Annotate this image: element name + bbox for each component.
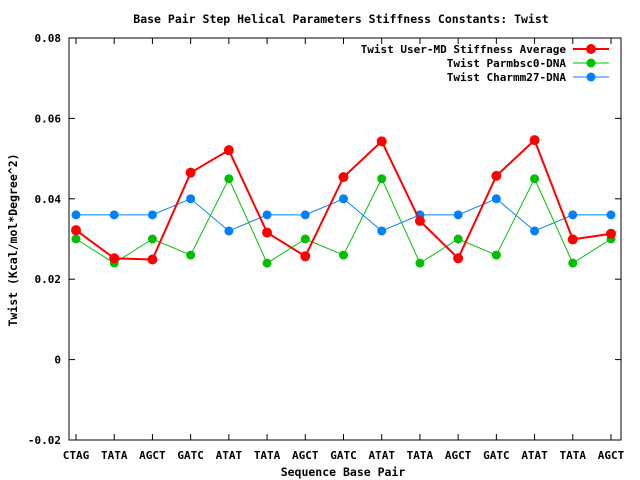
y-tick-label: 0.04 bbox=[35, 193, 62, 206]
x-axis-ticks: CTAG TATA AGCT GATC ATAT TATA AGCT GATC ATAT TATA… bbox=[63, 38, 625, 462]
x-tick-label: AGCT bbox=[139, 449, 166, 462]
data-point bbox=[300, 251, 311, 262]
data-point bbox=[530, 174, 540, 184]
data-point bbox=[606, 210, 616, 220]
legend-item: Twist Parmbsc0-DNA bbox=[447, 57, 609, 70]
data-point bbox=[567, 234, 578, 245]
data-point bbox=[453, 253, 464, 264]
data-point bbox=[224, 174, 234, 184]
series-1 bbox=[71, 135, 616, 265]
x-tick-label: GATC bbox=[483, 449, 510, 462]
data-point bbox=[300, 210, 310, 220]
series-layer bbox=[71, 135, 616, 268]
data-point bbox=[606, 228, 616, 239]
y-tick-label: 0 bbox=[54, 354, 61, 367]
series-3 bbox=[71, 194, 616, 236]
x-tick-label: TATA bbox=[407, 449, 434, 462]
x-tick-label: ATAT bbox=[521, 449, 548, 462]
data-point bbox=[530, 226, 540, 236]
legend-label: Twist Charmm27-DNA bbox=[447, 71, 567, 84]
data-point bbox=[491, 194, 501, 204]
data-point bbox=[339, 250, 348, 260]
data-point bbox=[491, 170, 502, 181]
legend-label: Twist Parmbsc0-DNA bbox=[447, 57, 567, 70]
y-tick-label: 0.08 bbox=[35, 32, 62, 45]
chart-title: Base Pair Step Helical Parameters Stiffn… bbox=[133, 12, 548, 26]
x-tick-label: CTAG bbox=[63, 449, 90, 462]
legend-item: Twist Charmm27-DNA bbox=[447, 71, 609, 84]
plot-border bbox=[68, 37, 622, 441]
y-tick-label: 0.02 bbox=[35, 273, 62, 286]
data-point bbox=[377, 174, 387, 184]
data-point bbox=[339, 194, 348, 204]
y-axis-label: Twist (Kcal/mol*Degree^2) bbox=[6, 153, 20, 326]
x-axis-label: Sequence Base Pair bbox=[281, 465, 406, 479]
data-point bbox=[109, 253, 120, 264]
data-point bbox=[71, 210, 81, 220]
x-tick-label: TATA bbox=[101, 449, 128, 462]
data-point bbox=[185, 167, 196, 178]
series-2 bbox=[71, 174, 616, 268]
data-point bbox=[415, 258, 425, 268]
legend-swatch-marker bbox=[586, 44, 596, 54]
x-tick-label: AGCT bbox=[445, 449, 472, 462]
data-point bbox=[186, 194, 196, 204]
data-point bbox=[568, 210, 578, 220]
data-point bbox=[414, 215, 425, 226]
data-point bbox=[453, 210, 463, 220]
data-point bbox=[338, 172, 349, 183]
x-tick-label: TATA bbox=[254, 449, 281, 462]
data-point bbox=[262, 258, 272, 268]
data-point bbox=[262, 227, 273, 238]
data-point bbox=[568, 258, 578, 268]
data-point bbox=[147, 254, 158, 265]
x-tick-label: GATC bbox=[330, 449, 357, 462]
data-point bbox=[71, 234, 81, 244]
x-tick-label: TATA bbox=[560, 449, 587, 462]
legend-label: Twist User-MD Stiffness Average bbox=[361, 43, 567, 56]
x-tick-label: ATAT bbox=[216, 449, 243, 462]
legend-swatch-marker bbox=[586, 58, 596, 68]
y-tick-label: 0.06 bbox=[35, 112, 62, 125]
legend-item: Twist User-MD Stiffness Average bbox=[361, 43, 609, 56]
data-point bbox=[300, 234, 310, 244]
x-tick-label: GATC bbox=[177, 449, 204, 462]
data-point bbox=[147, 234, 157, 244]
y-tick-label: -0.02 bbox=[28, 434, 61, 447]
data-point bbox=[109, 210, 119, 220]
x-tick-label: AGCT bbox=[292, 449, 319, 462]
data-point bbox=[71, 225, 81, 236]
data-point bbox=[186, 250, 196, 260]
plot-frame bbox=[68, 37, 622, 441]
x-tick-label: ATAT bbox=[368, 449, 395, 462]
data-point bbox=[224, 226, 234, 236]
x-tick-label: AGCT bbox=[598, 449, 625, 462]
data-point bbox=[491, 250, 501, 260]
data-point bbox=[453, 234, 463, 244]
data-point bbox=[529, 135, 540, 146]
legend-swatch-marker bbox=[586, 72, 596, 82]
y-axis-ticks: -0.02 0 0.02 0.04 0.06 0.08 bbox=[28, 32, 621, 447]
data-point bbox=[223, 145, 234, 156]
data-point bbox=[147, 210, 157, 220]
data-point bbox=[376, 136, 387, 147]
data-point bbox=[377, 226, 387, 236]
data-point bbox=[262, 210, 272, 220]
